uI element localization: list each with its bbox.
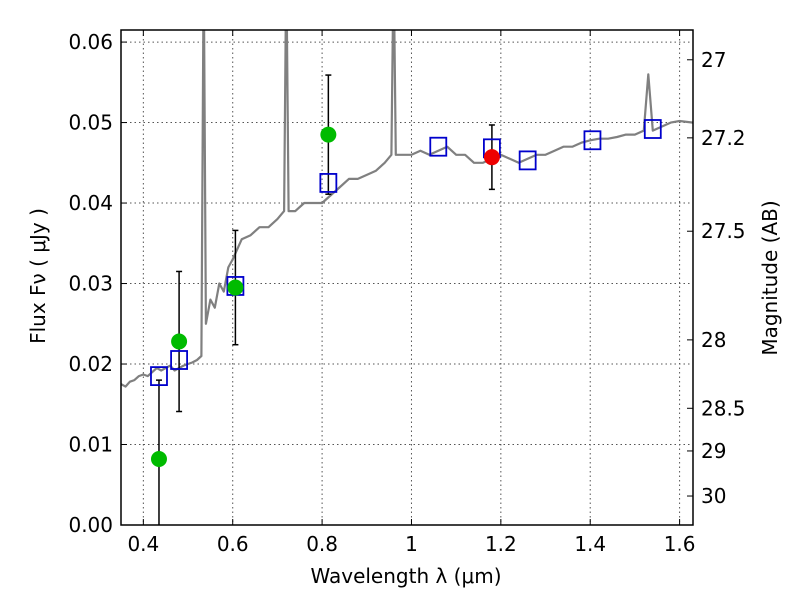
x-tick-label: 1.6 — [664, 532, 696, 556]
x-axis: 0.4 0.6 0.8 1 1.2 1.4 1.6 — [127, 30, 696, 556]
y-tick-label: 0.05 — [68, 111, 113, 135]
y2-axis: 27 27.2 27.5 28 28.5 29 30 — [687, 48, 746, 508]
x-tick-label: 0.4 — [127, 532, 159, 556]
y-axis: 0.00 0.01 0.02 0.03 0.04 0.05 0.06 — [68, 30, 127, 537]
y2-tick-label: 27.2 — [701, 126, 746, 150]
y-tick-label: 0.04 — [68, 191, 113, 215]
model-flux-square — [518, 150, 537, 171]
model-spectrum-line — [121, 30, 693, 388]
photometry-points — [150, 126, 500, 467]
y-axis-label: Flux Fν ( μJy ) — [26, 208, 50, 344]
grid — [121, 30, 693, 526]
hst-photometry-point — [150, 451, 167, 467]
y2-tick-label: 27 — [701, 48, 726, 72]
model-spectrum — [121, 30, 693, 388]
y2-axis-label: Magnitude (AB) — [758, 200, 782, 355]
model-flux-square — [319, 173, 338, 193]
y2-tick-label: 30 — [701, 484, 726, 508]
y2-tick-label: 28 — [701, 328, 726, 352]
x-tick-label: 1 — [405, 532, 418, 556]
y-tick-label: 0.02 — [68, 352, 113, 376]
y-tick-label: 0.00 — [68, 513, 113, 537]
hst-photometry-point — [227, 279, 244, 296]
y2-tick-label: 27.5 — [701, 219, 746, 243]
plot-frame — [120, 29, 694, 526]
x-axis-label: Wavelength λ (μm) — [310, 564, 501, 588]
y-tick-label: 0.06 — [68, 30, 113, 54]
x-tick-label: 0.8 — [306, 532, 338, 556]
y-tick-label: 0.03 — [68, 272, 113, 296]
x-tick-label: 1.2 — [485, 532, 517, 556]
hst-photometry-point — [171, 333, 188, 350]
y2-tick-label: 28.5 — [701, 396, 746, 420]
model-flux-square — [429, 136, 448, 157]
hst-photometry-point — [320, 126, 337, 143]
y-tick-label: 0.01 — [68, 433, 113, 457]
y2-tick-label: 29 — [701, 439, 726, 463]
x-tick-label: 1.4 — [574, 532, 606, 556]
model-flux-square — [643, 119, 662, 139]
model-flux-square — [150, 366, 168, 386]
model-flux-points — [150, 119, 662, 386]
model-flux-square — [583, 130, 602, 151]
x-tick-label: 0.6 — [217, 532, 249, 556]
model-flux-square — [170, 350, 188, 370]
ir-photometry-point — [483, 149, 500, 166]
